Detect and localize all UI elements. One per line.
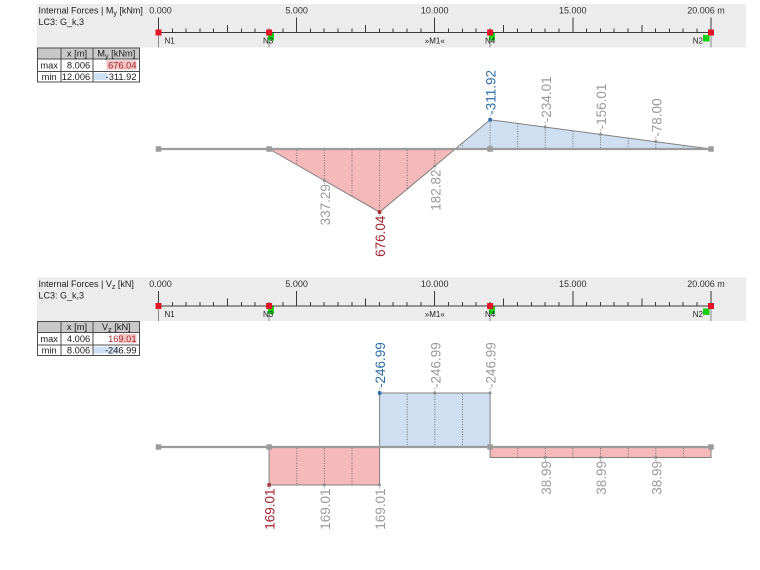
svg-text:169.01: 169.01 <box>373 489 388 530</box>
svg-text:x [m]: x [m] <box>67 322 87 332</box>
svg-text:0.000: 0.000 <box>149 6 172 16</box>
svg-text:-246.99: -246.99 <box>428 342 443 388</box>
svg-text:LC3: G_k,3: LC3: G_k,3 <box>39 17 85 27</box>
svg-text:-156.01: -156.01 <box>594 84 609 130</box>
svg-text:676.04: 676.04 <box>108 61 136 71</box>
svg-text:min: min <box>42 72 57 82</box>
svg-text:169.01: 169.01 <box>263 489 278 530</box>
svg-text:5.000: 5.000 <box>285 6 308 16</box>
svg-text:N4: N4 <box>485 310 496 319</box>
svg-text:»M1«: »M1« <box>425 37 446 46</box>
svg-text:8.006: 8.006 <box>67 61 90 71</box>
svg-text:-246.99: -246.99 <box>105 346 137 356</box>
svg-text:N1: N1 <box>165 37 176 46</box>
svg-text:676.04: 676.04 <box>373 215 388 257</box>
svg-text:N4: N4 <box>485 37 496 46</box>
svg-text:x [m]: x [m] <box>67 49 87 59</box>
svg-text:20.006 m: 20.006 m <box>687 279 725 289</box>
svg-text:N1: N1 <box>165 310 176 319</box>
svg-text:-311.92: -311.92 <box>106 72 137 82</box>
svg-text:N3: N3 <box>263 37 274 46</box>
svg-text:20.006 m: 20.006 m <box>687 6 725 16</box>
svg-text:169.01: 169.01 <box>318 489 333 530</box>
svg-text:15.000: 15.000 <box>559 279 587 289</box>
svg-text:38.99: 38.99 <box>649 461 664 495</box>
svg-text:337.29: 337.29 <box>318 184 333 225</box>
svg-text:15.000: 15.000 <box>559 6 587 16</box>
svg-text:12.006: 12.006 <box>62 72 90 82</box>
svg-text:10.000: 10.000 <box>421 279 449 289</box>
svg-text:0.000: 0.000 <box>149 279 172 289</box>
svg-text:8.006: 8.006 <box>67 346 90 356</box>
svg-text:-246.99: -246.99 <box>373 342 388 388</box>
svg-text:-311.92: -311.92 <box>484 70 499 115</box>
svg-text:LC3: G_k,3: LC3: G_k,3 <box>39 291 85 301</box>
svg-text:Internal Forces | Vz [kN]: Internal Forces | Vz [kN] <box>39 279 134 291</box>
svg-text:10.000: 10.000 <box>421 6 449 16</box>
svg-text:min: min <box>42 346 57 356</box>
svg-text:-78.00: -78.00 <box>649 98 664 136</box>
svg-text:38.99: 38.99 <box>594 461 609 495</box>
svg-text:182.82: 182.82 <box>428 170 443 211</box>
svg-text:»M1«: »M1« <box>425 310 446 319</box>
svg-text:-246.99: -246.99 <box>484 342 499 388</box>
svg-text:N2: N2 <box>693 310 704 319</box>
svg-text:-234.01: -234.01 <box>539 76 554 122</box>
svg-text:38.99: 38.99 <box>539 461 554 495</box>
svg-text:Internal Forces | My [kNm]: Internal Forces | My [kNm] <box>39 6 143 18</box>
svg-text:N2: N2 <box>693 37 704 46</box>
svg-text:4.006: 4.006 <box>67 334 90 344</box>
svg-text:max: max <box>40 334 58 344</box>
svg-text:5.000: 5.000 <box>285 279 308 289</box>
svg-text:N3: N3 <box>263 310 274 319</box>
svg-text:max: max <box>40 61 58 71</box>
svg-text:169.01: 169.01 <box>108 334 136 344</box>
